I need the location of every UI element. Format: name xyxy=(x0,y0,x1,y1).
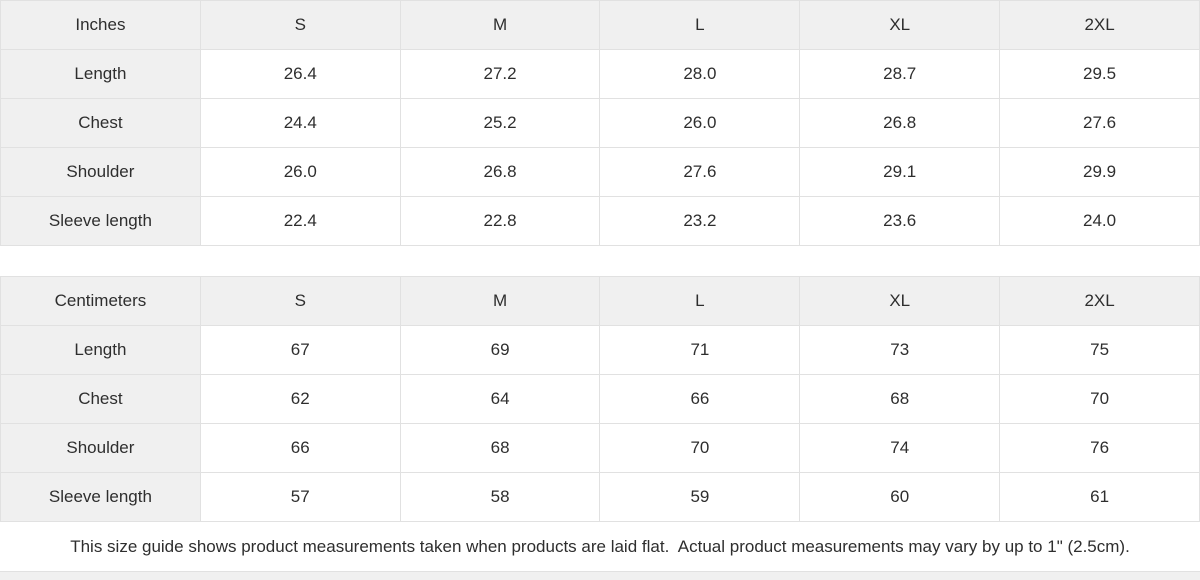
value-cell: 29.9 xyxy=(999,147,1200,197)
value-cell: 24.0 xyxy=(999,196,1200,246)
size-header-cell-2xl: 2XL xyxy=(999,276,1200,326)
row-label-cell: Length xyxy=(0,49,201,99)
value-cell: 26.0 xyxy=(599,98,801,148)
value-cell: 59 xyxy=(599,472,801,522)
table-row: Length 67 69 71 73 75 xyxy=(0,325,1200,375)
size-header-cell-2xl: 2XL xyxy=(999,0,1200,50)
table-row: Sleeve length 22.4 22.8 23.2 23.6 24.0 xyxy=(0,196,1200,246)
value-cell: 73 xyxy=(799,325,1001,375)
table-row: Chest 62 64 66 68 70 xyxy=(0,374,1200,424)
value-cell: 71 xyxy=(599,325,801,375)
unit-header-cell: Inches xyxy=(0,0,201,50)
value-cell: 25.2 xyxy=(399,98,601,148)
value-cell: 67 xyxy=(199,325,401,375)
value-cell: 27.2 xyxy=(399,49,601,99)
row-label-cell: Chest xyxy=(0,98,201,148)
table-row: Sleeve length 57 58 59 60 61 xyxy=(0,472,1200,522)
inches-size-table: Inches S M L XL 2XL Length 26.4 27.2 28.… xyxy=(0,0,1200,246)
size-guide-note-text: This size guide shows product measuremen… xyxy=(70,536,1130,556)
size-header-cell-xl: XL xyxy=(799,0,1001,50)
value-cell: 29.5 xyxy=(999,49,1200,99)
size-header-cell-m: M xyxy=(399,0,601,50)
table-header-row: Inches S M L XL 2XL xyxy=(0,0,1200,50)
value-cell: 57 xyxy=(199,472,401,522)
size-header-cell-l: L xyxy=(599,276,801,326)
value-cell: 70 xyxy=(999,374,1200,424)
size-header-cell-s: S xyxy=(199,276,401,326)
value-cell: 70 xyxy=(599,423,801,473)
value-cell: 26.8 xyxy=(399,147,601,197)
value-cell: 22.8 xyxy=(399,196,601,246)
size-header-cell-l: L xyxy=(599,0,801,50)
value-cell: 26.4 xyxy=(199,49,401,99)
row-label-cell: Chest xyxy=(0,374,201,424)
bottom-strip xyxy=(0,571,1200,580)
value-cell: 62 xyxy=(199,374,401,424)
row-label-cell: Shoulder xyxy=(0,423,201,473)
value-cell: 66 xyxy=(599,374,801,424)
table-row: Shoulder 26.0 26.8 27.6 29.1 29.9 xyxy=(0,147,1200,197)
table-row: Chest 24.4 25.2 26.0 26.8 27.6 xyxy=(0,98,1200,148)
value-cell: 26.8 xyxy=(799,98,1001,148)
value-cell: 26.0 xyxy=(199,147,401,197)
row-label-cell: Shoulder xyxy=(0,147,201,197)
table-header-row: Centimeters S M L XL 2XL xyxy=(0,276,1200,326)
size-header-cell-s: S xyxy=(199,0,401,50)
value-cell: 29.1 xyxy=(799,147,1001,197)
value-cell: 61 xyxy=(999,472,1200,522)
value-cell: 75 xyxy=(999,325,1200,375)
table-gap xyxy=(0,246,1200,276)
value-cell: 58 xyxy=(399,472,601,522)
value-cell: 22.4 xyxy=(199,196,401,246)
value-cell: 60 xyxy=(799,472,1001,522)
value-cell: 23.2 xyxy=(599,196,801,246)
unit-header-cell: Centimeters xyxy=(0,276,201,326)
size-guide-note: This size guide shows product measuremen… xyxy=(0,522,1200,571)
table-row: Length 26.4 27.2 28.0 28.7 29.5 xyxy=(0,49,1200,99)
row-label-cell: Length xyxy=(0,325,201,375)
value-cell: 28.7 xyxy=(799,49,1001,99)
value-cell: 24.4 xyxy=(199,98,401,148)
value-cell: 27.6 xyxy=(999,98,1200,148)
value-cell: 74 xyxy=(799,423,1001,473)
value-cell: 27.6 xyxy=(599,147,801,197)
value-cell: 69 xyxy=(399,325,601,375)
row-label-cell: Sleeve length xyxy=(0,472,201,522)
value-cell: 66 xyxy=(199,423,401,473)
size-header-cell-xl: XL xyxy=(799,276,1001,326)
value-cell: 28.0 xyxy=(599,49,801,99)
value-cell: 68 xyxy=(799,374,1001,424)
row-label-cell: Sleeve length xyxy=(0,196,201,246)
value-cell: 76 xyxy=(999,423,1200,473)
value-cell: 68 xyxy=(399,423,601,473)
table-row: Shoulder 66 68 70 74 76 xyxy=(0,423,1200,473)
centimeters-size-table: Centimeters S M L XL 2XL Length 67 69 71… xyxy=(0,276,1200,522)
size-header-cell-m: M xyxy=(399,276,601,326)
value-cell: 23.6 xyxy=(799,196,1001,246)
value-cell: 64 xyxy=(399,374,601,424)
